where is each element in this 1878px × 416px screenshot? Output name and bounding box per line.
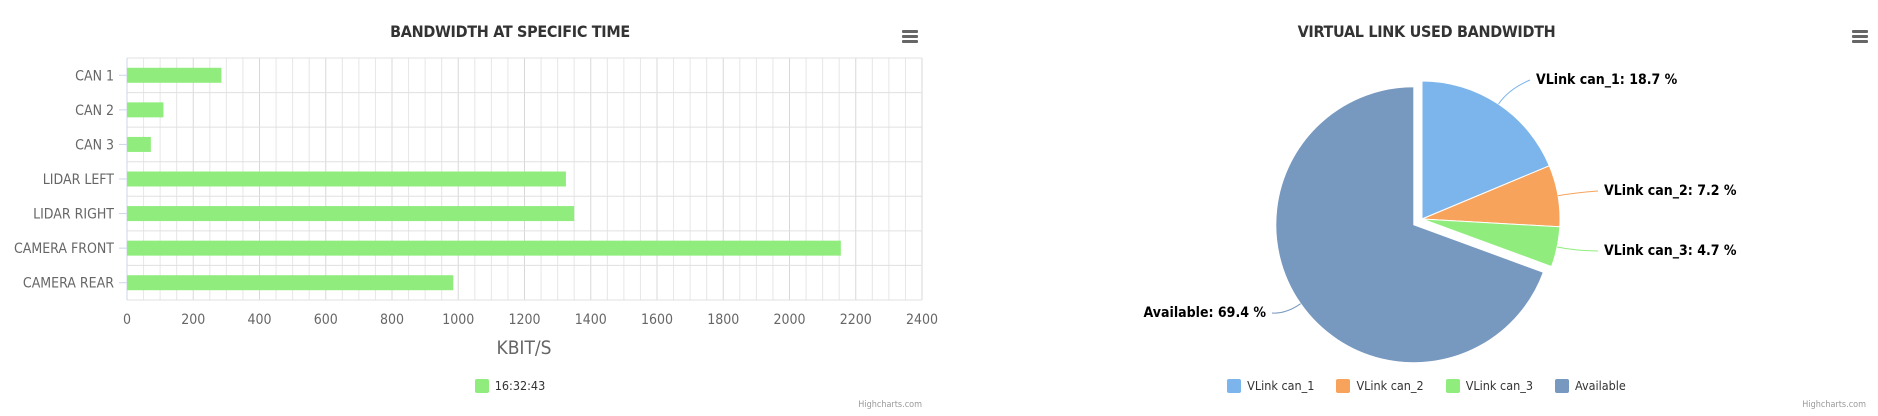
pie-label-connector: [1557, 190, 1599, 197]
legend-item[interactable]: Available: [1555, 378, 1626, 393]
pie-slice-available[interactable]: [1275, 86, 1544, 364]
x-tick-label: 1200: [508, 312, 540, 328]
x-tick-label: 600: [314, 312, 338, 328]
legend-item[interactable]: 16:32:43: [474, 378, 546, 393]
pie-label-connector: [1271, 303, 1301, 314]
bar-chart-x-axis-label: KBIT/S: [496, 337, 551, 359]
x-tick-label: 1400: [575, 312, 607, 328]
pie-data-label: VLink can_1: 18.7 %: [1536, 72, 1678, 88]
bar-lidar-left[interactable]: [127, 171, 566, 187]
pie-data-label: VLink can_2: 7.2 %: [1604, 183, 1737, 199]
pie-label-connector: [1498, 79, 1531, 105]
pie-chart-menu-icon[interactable]: [1850, 28, 1870, 44]
pie-chart-title: VIRTUAL LINK USED BANDWIDTH: [1297, 22, 1556, 41]
bar-can-1[interactable]: [127, 67, 222, 83]
x-tick-label: 200: [181, 312, 205, 328]
pie-label-connector: [1557, 246, 1599, 252]
pie-data-label: Available: 69.4 %: [1144, 305, 1267, 321]
category-label: CAN 3: [75, 137, 114, 153]
legend-item[interactable]: VLink can_2: [1336, 378, 1424, 393]
legend-swatch: [1336, 378, 1351, 393]
category-label: LIDAR LEFT: [43, 172, 115, 188]
pie-chart-plot: VLink can_1: 18.7 % VLink can_2: 7.2 % VLi…: [1144, 72, 1737, 364]
legend-swatch: [1555, 378, 1569, 393]
legend-label: Available: [1575, 378, 1626, 393]
bar-chart-legend: 16:32:43: [95, 378, 925, 393]
x-tick-label: 1800: [707, 312, 739, 328]
x-tick-label: 0: [123, 312, 131, 328]
virtual-link-pie-chart: VIRTUAL LINK USED BANDWIDTH VLink can_1:…: [940, 0, 1878, 416]
bar-camera-rear[interactable]: [127, 275, 454, 291]
x-tick-label: 1600: [641, 312, 673, 328]
bar-chart-credits[interactable]: Highcharts.com: [858, 400, 922, 410]
bar-chart-plot: CAN 1 CAN 2 CAN 3 LIDAR LEFT LIDAR RIGHT CAME…: [14, 57, 938, 359]
legend-item[interactable]: VLink can_1: [1227, 378, 1314, 393]
x-tick-label: 800: [380, 312, 404, 328]
pie-chart-legend: VLink can_1 VLink can_2 VLink can_3 Availab…: [995, 378, 1858, 393]
x-tick-label: 2400: [906, 312, 938, 328]
legend-swatch: [1227, 378, 1242, 393]
bar-chart-menu-icon[interactable]: [900, 28, 920, 44]
bar-can-2[interactable]: [127, 102, 164, 118]
legend-label: 16:32:43: [494, 378, 546, 393]
pie-data-label: VLink can_3: 4.7 %: [1604, 243, 1737, 259]
bar-can-3[interactable]: [127, 136, 151, 152]
category-label: CAMERA REAR: [23, 276, 114, 292]
bar-chart-title: BANDWIDTH AT SPECIFIC TIME: [390, 22, 630, 41]
pie-slice-vlink-can-1[interactable]: [1421, 80, 1550, 220]
x-tick-label: 2200: [840, 312, 872, 328]
category-label: CAN 1: [75, 68, 114, 84]
bar-lidar-right[interactable]: [127, 206, 575, 222]
legend-item[interactable]: VLink can_3: [1445, 378, 1533, 393]
x-tick-label: 400: [247, 312, 271, 328]
x-tick-label: 2000: [773, 312, 805, 328]
pie-slice-vlink-can-3[interactable]: [1421, 218, 1561, 268]
category-label: CAMERA FRONT: [14, 241, 114, 257]
pie-chart-credits[interactable]: Highcharts.com: [1802, 400, 1866, 410]
bandwidth-bar-chart: BANDWIDTH AT SPECIFIC TIME CAN 1 CAN 2 CAN…: [14, 22, 938, 410]
legend-swatch: [474, 378, 489, 393]
category-label: CAN 2: [75, 103, 114, 119]
legend-label: VLink can_2: [1356, 378, 1424, 393]
legend-label: VLink can_3: [1465, 378, 1533, 393]
bar-camera-front[interactable]: [127, 240, 841, 256]
legend-label: VLink can_1: [1247, 378, 1315, 393]
legend-swatch: [1445, 378, 1460, 393]
x-tick-label: 1000: [442, 312, 474, 328]
category-label: LIDAR RIGHT: [33, 207, 114, 223]
